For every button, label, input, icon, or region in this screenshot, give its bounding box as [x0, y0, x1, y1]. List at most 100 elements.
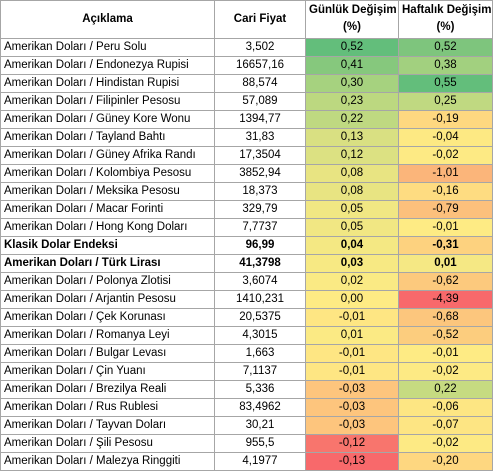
table-row: Amerikan Doları / Endonezya Rupisi 16657,… — [0, 56, 493, 75]
daily-change-cell: 0,04 — [305, 236, 399, 255]
daily-change-header-unit: (%) — [343, 21, 361, 33]
current-price-cell: 3,6074 — [214, 272, 306, 291]
daily-change-cell: 0,02 — [305, 272, 399, 291]
weekly-change-cell: -1,01 — [398, 164, 493, 183]
currency-pair-cell: Amerikan Doları / Bulgar Levası — [0, 344, 215, 363]
current-price-cell: 1394,77 — [214, 110, 306, 129]
currency-pair-cell: Amerikan Doları / Polonya Zlotisi — [0, 272, 215, 291]
weekly-change-cell: -4,39 — [398, 290, 493, 309]
current-price-cell: 1410,231 — [214, 290, 306, 309]
table-row: Amerikan Doları / Malezya Ringgiti 4,1977… — [0, 452, 493, 471]
table-row: Amerikan Doları / Şili Pesosu 955,5 -0,12-… — [0, 434, 493, 453]
weekly-change-cell: -0,20 — [398, 452, 493, 471]
current-price-cell: 3852,94 — [214, 164, 306, 183]
daily-change-cell: 0,13 — [305, 128, 399, 147]
currency-pair-cell: Amerikan Doları / Malezya Ringgiti — [0, 452, 215, 471]
currency-pair-cell: Amerikan Doları / Meksika Pesosu — [0, 182, 215, 201]
weekly-change-cell: -0,06 — [398, 398, 493, 417]
currency-pair-cell: Amerikan Doları / Tayland Bahtı — [0, 128, 215, 147]
currency-pair-cell: Amerikan Doları / Macar Forinti — [0, 200, 215, 219]
current-price-cell: 57,089 — [214, 92, 306, 111]
weekly-change-cell: -0,04 — [398, 128, 493, 147]
table-row: Amerikan Doları / Çek Korunası 20,5375 -0,… — [0, 308, 493, 327]
table-row: Amerikan Doları / Brezilya Reali 5,336 -0,… — [0, 380, 493, 399]
daily-change-header-title: Günlük Değişim — [309, 4, 397, 16]
currency-pair-cell: Amerikan Doları / Brezilya Reali — [0, 380, 215, 399]
currency-pair-cell: Amerikan Doları / Çek Korunası — [0, 308, 215, 327]
currency-pair-cell: Amerikan Doları / Endonezya Rupisi — [0, 56, 215, 75]
table-body: Amerikan Doları / Peru Solu 3,502 0,52 0,52… — [0, 38, 493, 471]
current-price-cell: 7,7737 — [214, 218, 306, 237]
current-price-cell: 96,99 — [214, 236, 306, 255]
table-row: Amerikan Doları / Arjantin Pesosu 1410,23… — [0, 290, 493, 309]
weekly-change-cell: 0,55 — [398, 74, 493, 93]
current-price-cell: 20,5375 — [214, 308, 306, 327]
table-row: Amerikan Doları / Rus Rublesi 83,4962 -0,0… — [0, 398, 493, 417]
weekly-change-cell: -0,19 — [398, 110, 493, 129]
weekly-change-cell: 0,01 — [398, 254, 493, 273]
price-header: Cari Fiyat — [214, 0, 306, 39]
current-price-cell: 18,373 — [214, 182, 306, 201]
currency-pair-cell: Amerikan Doları / Kolombiya Pesosu — [0, 164, 215, 183]
current-price-cell: 4,1977 — [214, 452, 306, 471]
currency-pair-cell: Amerikan Doları / Rus Rublesi — [0, 398, 215, 417]
daily-change-cell: 0,05 — [305, 218, 399, 237]
daily-change-cell: 0,30 — [305, 74, 399, 93]
currency-pair-cell: Amerikan Doları / Şili Pesosu — [0, 434, 215, 453]
daily-change-cell: 0,08 — [305, 182, 399, 201]
daily-change-cell: 0,52 — [305, 38, 399, 57]
daily-change-cell: -0,01 — [305, 362, 399, 381]
daily-change-cell: -0,03 — [305, 398, 399, 417]
daily-change-cell: -0,12 — [305, 434, 399, 453]
table-row: Amerikan Doları / Çin Yuanı 7,1137 -0,01 -0… — [0, 362, 493, 381]
currency-pair-cell: Amerikan Doları / Güney Afrika Randı — [0, 146, 215, 165]
daily-change-header: Günlük Değişim (%) — [305, 0, 399, 39]
daily-change-cell: 0,23 — [305, 92, 399, 111]
weekly-change-cell: -0,02 — [398, 362, 493, 381]
table-row: Amerikan Doları / Türk Lirası 41,3798 0,03… — [0, 254, 493, 273]
table-row: Amerikan Doları / Peru Solu 3,502 0,52 0,52 — [0, 38, 493, 57]
table-row: Amerikan Doları / Kolombiya Pesosu 3852,9… — [0, 164, 493, 183]
weekly-change-cell: -0,52 — [398, 326, 493, 345]
weekly-change-cell: -0,02 — [398, 146, 493, 165]
current-price-cell: 3,502 — [214, 38, 306, 57]
header-row: Açıklama Cari Fiyat Günlük Değişim (%) H… — [0, 0, 493, 39]
table-row: Amerikan Doları / Hong Kong Doları 7,7737… — [0, 218, 493, 237]
weekly-change-cell: -0,01 — [398, 218, 493, 237]
daily-change-cell: 0,22 — [305, 110, 399, 129]
weekly-change-header-unit: (%) — [436, 21, 455, 33]
current-price-cell: 5,336 — [214, 380, 306, 399]
weekly-change-header-title: Haftalık Değişim — [402, 4, 492, 16]
weekly-change-cell: -0,68 — [398, 308, 493, 327]
table-row: Amerikan Doları / Macar Forinti 329,79 0,0… — [0, 200, 493, 219]
currency-pair-cell: Amerikan Doları / Arjantin Pesosu — [0, 290, 215, 309]
daily-change-cell: 0,01 — [305, 326, 399, 345]
daily-change-cell: -0,01 — [305, 344, 399, 363]
table-row: Amerikan Doları / Polonya Zlotisi 3,6074 0… — [0, 272, 493, 291]
table-row: Klasik Dolar Endeksi 96,99 0,04 -0,31 — [0, 236, 493, 255]
current-price-cell: 41,3798 — [214, 254, 306, 273]
currency-pair-cell: Amerikan Doları / Peru Solu — [0, 38, 215, 57]
table-row: Amerikan Doları / Bulgar Levası 1,663 -0,0… — [0, 344, 493, 363]
weekly-change-cell: 0,52 — [398, 38, 493, 57]
weekly-change-cell: -0,07 — [398, 416, 493, 435]
daily-change-cell: -0,03 — [305, 380, 399, 399]
daily-change-cell: -0,13 — [305, 452, 399, 471]
current-price-cell: 329,79 — [214, 200, 306, 219]
currency-pair-cell: Amerikan Doları / Tayvan Doları — [0, 416, 215, 435]
daily-change-cell: 0,03 — [305, 254, 399, 273]
currency-pair-cell: Amerikan Doları / Güney Kore Wonu — [0, 110, 215, 129]
currency-pair-cell: Amerikan Doları / Türk Lirası — [0, 254, 215, 273]
daily-change-cell: 0,05 — [305, 200, 399, 219]
currency-pair-cell: Amerikan Doları / Romanya Leyi — [0, 326, 215, 345]
table-row: Amerikan Doları / Güney Kore Wonu 1394,77… — [0, 110, 493, 129]
weekly-change-cell: 0,38 — [398, 56, 493, 75]
weekly-change-cell: -0,01 — [398, 344, 493, 363]
current-price-cell: 955,5 — [214, 434, 306, 453]
table-row: Amerikan Doları / Romanya Leyi 4,3015 0,01… — [0, 326, 493, 345]
weekly-change-cell: -0,02 — [398, 434, 493, 453]
description-header: Açıklama — [0, 0, 215, 39]
table-row: Amerikan Doları / Güney Afrika Randı 17,3… — [0, 146, 493, 165]
current-price-cell: 88,574 — [214, 74, 306, 93]
currency-pair-cell: Amerikan Doları / Hong Kong Doları — [0, 218, 215, 237]
